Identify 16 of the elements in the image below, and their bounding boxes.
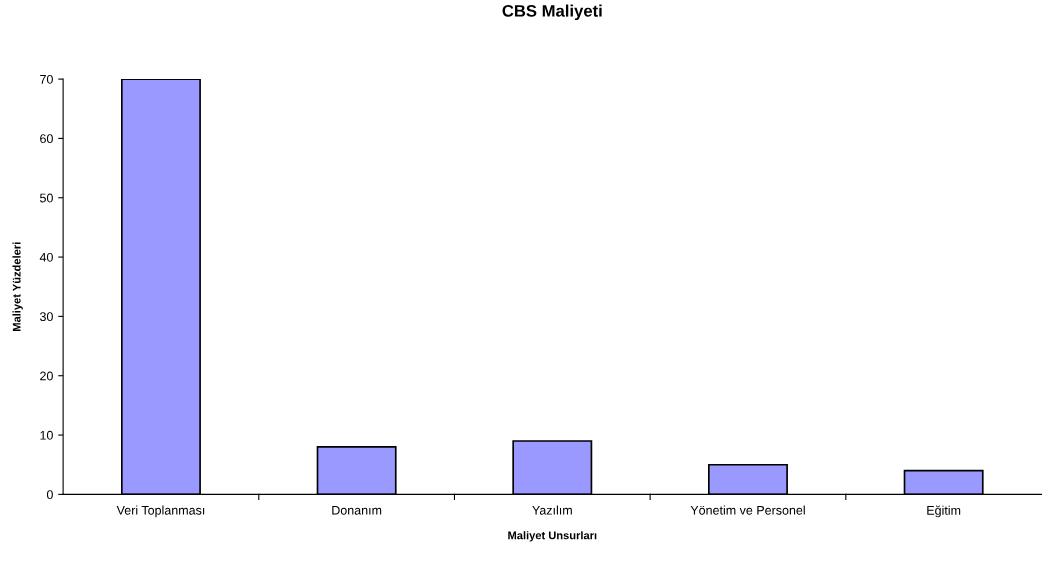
chart-title: CBS Maliyeti (502, 4, 602, 21)
y-tick-label: 0 (46, 490, 53, 500)
y-tick-label: 50 (40, 193, 53, 203)
y-tick-label: 30 (39, 312, 53, 322)
y-tick-label: 20 (40, 371, 53, 381)
x-axis-title: Maliyet Unsurları (508, 531, 597, 542)
x-tick-label: Yazılım (532, 505, 572, 515)
y-axis-title: Maliyet Yüzdeleri (12, 242, 23, 331)
y-tick-label: 40 (39, 252, 53, 262)
y-tick-label: 60 (40, 134, 53, 144)
y-tick-label: 70 (40, 74, 53, 84)
x-tick-label: Yönetim ve Personel (690, 505, 805, 515)
x-tick-label: Veri Toplanması (116, 505, 205, 518)
y-tick-label: 10 (40, 430, 53, 440)
x-tick-label: Eğitim (927, 505, 961, 518)
x-tick-label: Donanım (332, 505, 382, 515)
